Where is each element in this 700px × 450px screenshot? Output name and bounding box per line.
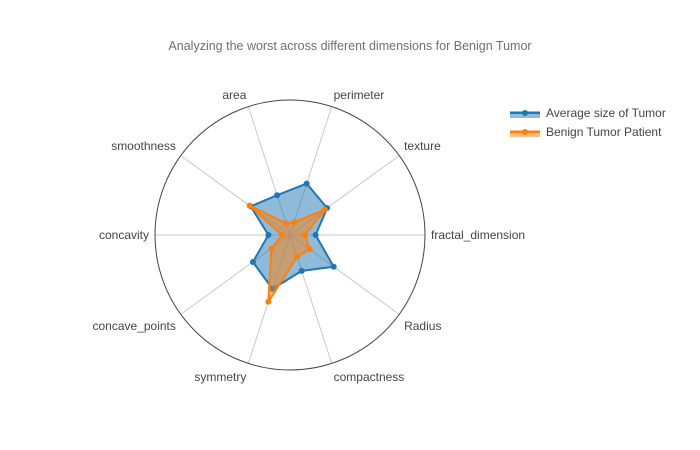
axis-label-area: area <box>222 88 246 102</box>
data-point-texture[interactable] <box>321 206 328 213</box>
data-point-concave_points[interactable] <box>249 259 256 265</box>
axis-label-concave_points: concave_points <box>93 319 176 333</box>
data-point-concave_points[interactable] <box>268 245 275 252</box>
legend-marker <box>522 129 528 135</box>
axis-labels: fractal_dimension texture perimeter area smo… <box>93 88 526 384</box>
data-point-Radius[interactable] <box>330 263 337 270</box>
data-point-fractal_dimension[interactable] <box>312 232 319 238</box>
axis-label-smoothness: smoothness <box>111 139 176 153</box>
series-1 <box>246 202 328 305</box>
data-point-concavity[interactable] <box>278 232 285 238</box>
data-point-area[interactable] <box>274 192 281 199</box>
data-point-smoothness[interactable] <box>246 202 253 209</box>
axis-label-symmetry: symmetry <box>194 370 246 384</box>
legend-item-1[interactable]: Benign Tumor Patient <box>510 125 662 139</box>
outer-circle <box>154 99 426 371</box>
data-point-concavity[interactable] <box>265 232 272 238</box>
data-point-Radius[interactable] <box>306 246 313 253</box>
data-point-symmetry[interactable] <box>265 298 272 305</box>
axis-label-fractal_dimension: fractal_dimension <box>431 228 525 242</box>
data-point-perimeter[interactable] <box>291 219 298 226</box>
data-point-fractal_dimension[interactable] <box>301 232 308 238</box>
data-point-compactness[interactable] <box>294 253 301 260</box>
legend-label: Benign Tumor Patient <box>546 125 662 139</box>
legend-label: Average size of Tumor <box>546 106 666 120</box>
axis-label-Radius: Radius <box>404 319 441 333</box>
chart-title: Analyzing the worst across different dim… <box>168 39 531 53</box>
axis-label-concavity: concavity <box>99 228 149 242</box>
legend-item-0[interactable]: Average size of Tumor <box>510 106 666 120</box>
legend-marker <box>522 110 528 116</box>
data-point-area[interactable] <box>283 220 290 227</box>
legend[interactable]: Average size of Tumor Benign Tumor Patien… <box>510 106 666 139</box>
data-point-perimeter[interactable] <box>303 180 310 187</box>
axis-label-texture: texture <box>404 139 441 153</box>
data-point-compactness[interactable] <box>298 267 305 274</box>
axis-label-perimeter: perimeter <box>334 88 385 102</box>
radar-series <box>246 180 337 305</box>
axis-label-compactness: compactness <box>334 370 405 384</box>
